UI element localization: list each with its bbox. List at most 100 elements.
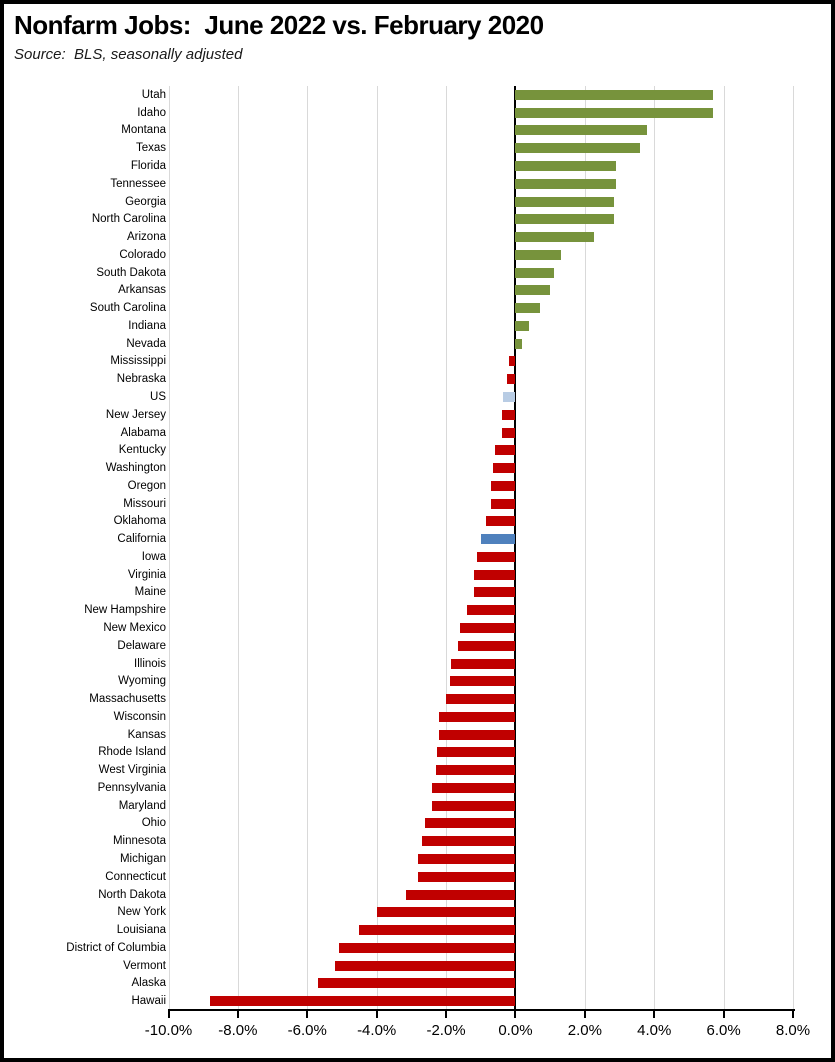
category-label-new-jersey: New Jersey: [105, 408, 166, 421]
bar-iowa: [477, 551, 516, 562]
bar-north-carolina: [515, 214, 615, 225]
gridline: [237, 86, 239, 1010]
category-label-indiana: Indiana: [128, 319, 166, 332]
x-axis-line: [167, 1009, 795, 1011]
category-label-north-dakota: North Dakota: [98, 888, 166, 901]
category-label-illinois: Illinois: [134, 657, 166, 670]
category-label-south-dakota: South Dakota: [96, 266, 166, 279]
bar-north-dakota: [406, 889, 516, 900]
gridline: [446, 86, 448, 1010]
x-axis-tick: [167, 1011, 170, 1018]
gridline: [376, 86, 378, 1010]
category-label-missouri: Missouri: [123, 497, 166, 510]
bar-michigan: [418, 853, 516, 864]
category-label-nebraska: Nebraska: [116, 373, 166, 386]
x-axis-tick: [306, 1011, 309, 1018]
bar-wyoming: [449, 676, 516, 687]
bar-new-mexico: [459, 622, 516, 633]
category-label-district-of-columbia: District of Columbia: [66, 941, 166, 954]
x-axis-tick-label: -6.0%: [287, 1022, 327, 1039]
bar-georgia: [515, 196, 615, 207]
bar-ohio: [425, 818, 516, 829]
category-label-oklahoma: Oklahoma: [113, 515, 166, 528]
bar-us: [503, 391, 516, 402]
x-axis-tick-label: -8.0%: [218, 1022, 258, 1039]
x-axis-tick: [653, 1011, 656, 1018]
bar-mississippi: [508, 356, 516, 367]
bar-kansas: [439, 729, 516, 740]
category-label-ohio: Ohio: [141, 817, 166, 830]
x-axis-tick-label: 2.0%: [567, 1022, 602, 1039]
x-axis-tick-label: 0.0%: [498, 1022, 533, 1039]
category-label-delaware: Delaware: [117, 639, 166, 652]
category-label-nevada: Nevada: [126, 337, 166, 350]
bar-louisiana: [359, 925, 516, 936]
category-label-wisconsin: Wisconsin: [113, 710, 166, 723]
x-axis-tick: [792, 1011, 794, 1018]
category-label-new-hampshire: New Hampshire: [84, 604, 166, 617]
bar-nebraska: [506, 374, 516, 385]
category-label-maine: Maine: [134, 586, 166, 599]
bar-montana: [515, 125, 648, 136]
category-label-arkansas: Arkansas: [118, 284, 166, 297]
bar-delaware: [458, 640, 516, 651]
category-label-utah: Utah: [141, 88, 166, 101]
category-label-florida: Florida: [130, 159, 166, 172]
x-axis-tick: [236, 1011, 239, 1018]
chart-source-note: Source: BLS, seasonally adjusted: [14, 46, 243, 63]
category-label-north-carolina: North Carolina: [91, 213, 166, 226]
x-axis-tick: [375, 1011, 378, 1018]
category-label-alaska: Alaska: [131, 977, 166, 990]
bar-colorado: [515, 249, 561, 260]
category-label-montana: Montana: [121, 124, 166, 137]
bar-florida: [515, 160, 617, 171]
gridline: [654, 86, 656, 1010]
x-axis-tick-label: 6.0%: [706, 1022, 741, 1039]
bar-hawaii: [210, 996, 516, 1007]
bar-south-dakota: [515, 267, 554, 278]
chart-title: Nonfarm Jobs: June 2022 vs. February 202…: [14, 10, 544, 40]
category-label-us: US: [150, 390, 166, 403]
category-label-iowa: Iowa: [141, 550, 166, 563]
x-axis-tick-label: -4.0%: [357, 1022, 397, 1039]
bar-tennessee: [515, 178, 617, 189]
bar-west-virginia: [435, 765, 516, 776]
category-label-new-york: New York: [117, 906, 166, 919]
category-label-hawaii: Hawaii: [131, 995, 166, 1008]
bar-alabama: [501, 427, 516, 438]
category-label-oregon: Oregon: [127, 479, 166, 492]
bar-new-jersey: [501, 409, 516, 420]
category-label-minnesota: Minnesota: [112, 835, 166, 848]
bar-nevada: [515, 338, 523, 349]
category-label-massachusetts: Massachusetts: [89, 693, 166, 706]
category-label-rhode-island: Rhode Island: [98, 746, 166, 759]
category-label-michigan: Michigan: [119, 852, 166, 865]
bar-arkansas: [515, 285, 551, 296]
category-label-kansas: Kansas: [127, 728, 166, 741]
bar-new-york: [376, 907, 516, 918]
category-label-south-carolina: South Carolina: [89, 302, 166, 315]
bar-wisconsin: [439, 711, 516, 722]
bar-indiana: [515, 320, 530, 331]
category-label-pennsylvania: Pennsylvania: [97, 781, 166, 794]
bar-connecticut: [418, 871, 516, 882]
category-label-west-virginia: West Virginia: [98, 764, 166, 777]
category-label-mississippi: Mississippi: [110, 355, 166, 368]
gridline: [168, 86, 170, 1010]
category-label-california: California: [117, 533, 166, 546]
bar-california: [480, 534, 516, 545]
bar-virginia: [473, 569, 516, 580]
category-label-kentucky: Kentucky: [118, 444, 166, 457]
x-axis-tick: [514, 1011, 517, 1018]
bar-missouri: [491, 498, 516, 509]
bar-maine: [473, 587, 516, 598]
bar-district-of-columbia: [338, 942, 516, 953]
bar-idaho: [515, 107, 714, 118]
bar-oklahoma: [485, 516, 516, 527]
category-label-wyoming: Wyoming: [118, 675, 166, 688]
x-axis-tick: [583, 1011, 586, 1018]
category-label-louisiana: Louisiana: [116, 924, 166, 937]
gridline: [584, 86, 586, 1010]
gridline: [307, 86, 309, 1010]
